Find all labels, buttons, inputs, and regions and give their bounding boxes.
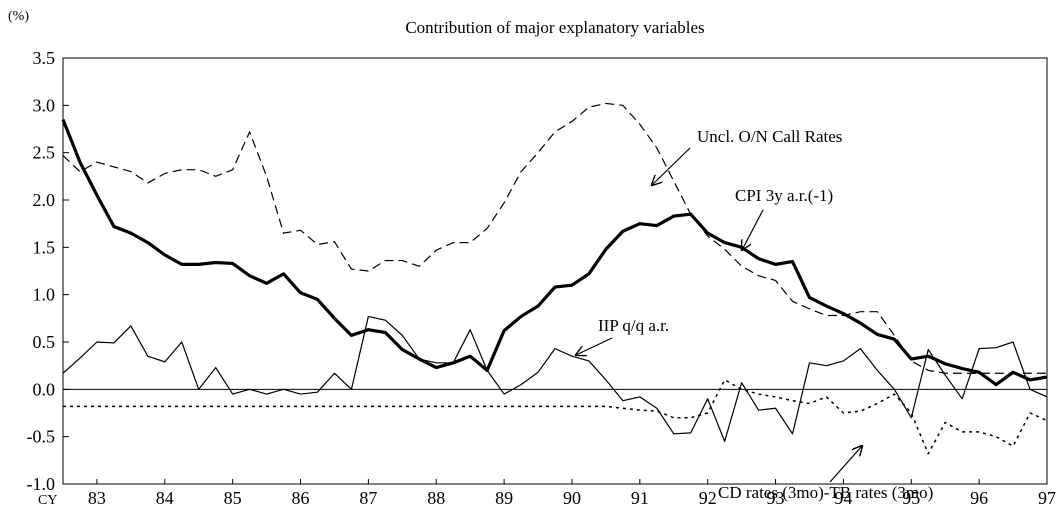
- chart-title: Contribution of major explanatory variab…: [405, 18, 704, 37]
- x-tick-label: 90: [563, 488, 581, 508]
- annotation: CPI 3y a.r.(-1): [735, 186, 833, 205]
- x-tick-label: 96: [970, 488, 988, 508]
- plot-frame: [62, 57, 1048, 485]
- arrow: [742, 209, 764, 250]
- x-tick-label: 86: [292, 488, 310, 508]
- annotation: CD rates (3mo)-TB rates (3mo): [718, 483, 933, 502]
- y-tick-label: 0.0: [33, 379, 56, 399]
- x-tick-label: 92: [699, 488, 717, 508]
- x-label: CY: [38, 493, 57, 508]
- y-tick-label: 1.0: [33, 285, 56, 305]
- y-tick-label: 3.5: [33, 48, 56, 68]
- x-tick-label: 95: [902, 488, 920, 508]
- annotation: IIP q/q a.r.: [598, 316, 669, 335]
- annotations: Uncl. O/N Call Rates CPI 3y a.r.(-1) IIP…: [576, 127, 933, 502]
- series-line: [63, 379, 1048, 455]
- x-tick-label: 91: [631, 488, 649, 508]
- y-tick-label: -1.0: [27, 474, 56, 494]
- y-unit: (%): [8, 9, 29, 24]
- y-tick-label: 2.0: [33, 190, 56, 210]
- annotation: Uncl. O/N Call Rates: [697, 127, 842, 146]
- x-tick-label: 83: [88, 488, 106, 508]
- x-tick-label: 94: [834, 488, 852, 508]
- arrow: [829, 446, 862, 483]
- series-line: [61, 118, 1048, 387]
- y-tick-label: 0.5: [33, 332, 56, 352]
- x-tick-label: 88: [427, 488, 445, 508]
- arrow: [576, 337, 613, 355]
- series-line: [62, 102, 1047, 374]
- x-tick-label: 93: [767, 488, 785, 508]
- x-tick-label: 85: [224, 488, 242, 508]
- series-line: [62, 315, 1048, 442]
- y-tick-label: 3.0: [33, 95, 56, 115]
- x-tick-label: 87: [359, 488, 377, 508]
- y-tick-label: -0.5: [27, 427, 56, 447]
- x-tick-label: 84: [156, 488, 174, 508]
- y-tick-label: 2.5: [33, 143, 56, 163]
- x-tick-label: 89: [495, 488, 513, 508]
- y-tick-label: 1.5: [33, 237, 56, 257]
- arrow: [652, 147, 691, 185]
- x-tick-label: 97: [1038, 488, 1056, 508]
